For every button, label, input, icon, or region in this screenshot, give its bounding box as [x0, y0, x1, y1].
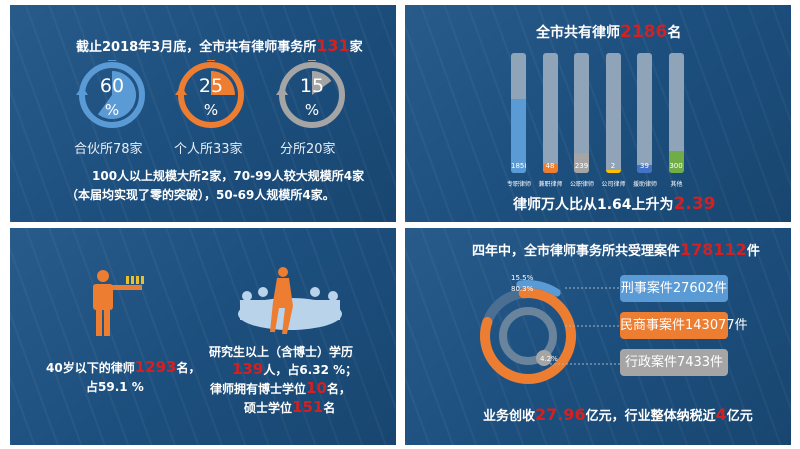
- bar-fill: [605, 170, 621, 173]
- gauge-fill: [312, 71, 332, 95]
- person-presenting-icon: [93, 270, 144, 336]
- young-lawyers-percent: 占59.1 %: [86, 380, 144, 394]
- gauge-fill: [97, 71, 136, 119]
- gauge-label-partnership: 合伙所78家: [74, 142, 143, 157]
- legend-admin: 行政案件7433件: [620, 349, 728, 376]
- gauge-0: 60%: [76, 60, 145, 128]
- bar-value: 239: [574, 162, 589, 170]
- bar-fill: [511, 99, 526, 173]
- crowd-runner-icon: [238, 267, 342, 334]
- bar-fill: [668, 150, 684, 173]
- arc-admin: [536, 350, 552, 366]
- pct-label: 15.5%: [511, 274, 534, 282]
- gauge-unit: %: [305, 101, 319, 119]
- panel-title: 全市共有律师2186名: [536, 22, 682, 42]
- gauge-percent: 25: [199, 75, 223, 97]
- education-line2: 139人，占6.32 %；: [232, 360, 358, 378]
- ratio-text: 律师万人比从1.64上升为2.39: [513, 194, 716, 214]
- scale-text-line2: （本届均实现了零的突破），50-69人规模所4家。: [66, 188, 335, 202]
- education-line1: 研究生以上（含博士）学历: [209, 345, 354, 359]
- panel-cases: 四年中，全市律师事务所共受理案件178112件 15.5% 80.3% 4.2% 刑…: [405, 228, 791, 445]
- gauge-2: 15%: [276, 60, 345, 128]
- bar-value: 300: [669, 162, 683, 170]
- pct-label: 4.2%: [540, 355, 558, 363]
- arc-civil: [480, 288, 576, 384]
- refresh-arrow-icon: [175, 86, 187, 95]
- scale-text-line1: 100人以上规模大所2家，70-99人较大规模所4家: [92, 169, 365, 183]
- panel-demographics: 40岁以下的律师1293名， 占59.1 % 研究生以上（含博士）学历 139人…: [10, 228, 396, 445]
- pct-label: 80.3%: [511, 285, 534, 293]
- bar-value: 1858: [511, 162, 526, 170]
- bar-4: 39: [637, 53, 652, 173]
- gauge-unit: %: [105, 101, 119, 119]
- panel-law-firms: 截止2018年3月底，全市共有律师事务所131家 60% 25% 15% 合伙所78…: [10, 5, 396, 222]
- refresh-arrow-icon: [276, 86, 288, 95]
- revenue-text: 业务创收27.96亿元，行业整体纳税近4亿元: [483, 405, 753, 425]
- bar-2: 239: [574, 53, 589, 173]
- gauge-label-branch: 分所20家: [280, 142, 336, 157]
- bar-label: 兼职律师: [538, 181, 563, 188]
- panel-title: 四年中，全市律师事务所共受理案件178112件: [472, 240, 760, 260]
- gauge-1: 25%: [175, 60, 244, 128]
- education-line3: 律师拥有博士学位10名，: [210, 379, 351, 397]
- arc-criminal: [516, 280, 561, 297]
- bar-fill: [574, 153, 589, 173]
- stopwatch-knob-icon: [207, 60, 215, 61]
- ring-track-inner: [499, 307, 557, 365]
- bar-label: 其他: [670, 181, 683, 188]
- bar-label: 专职律师: [506, 181, 531, 188]
- bar-value: 48: [545, 162, 555, 170]
- panel-lawyers: 全市共有律师2186名 1858 专职律师 48 兼职律师 239 公职律师 2 公司律师 39…: [405, 5, 791, 222]
- gauge-group: 60%25%15%: [76, 60, 345, 128]
- bar-fill: [542, 164, 558, 173]
- gauge-unit: %: [204, 101, 218, 119]
- gauge-fill: [211, 71, 235, 95]
- gauge-label-individual: 个人所33家: [174, 142, 243, 157]
- stopwatch-knob-icon: [308, 60, 316, 61]
- bar-1: 48: [542, 53, 558, 173]
- stopwatch-knob-icon: [108, 60, 116, 61]
- gauge-percent: 60: [100, 75, 124, 97]
- bar-value: 39: [640, 162, 649, 170]
- panel-title: 截止2018年3月底，全市共有律师事务所131家: [76, 36, 363, 56]
- refresh-arrow-icon: [76, 86, 88, 95]
- bar-value: 2: [610, 162, 616, 170]
- bar-label: 援助律师: [632, 181, 657, 188]
- bar-label: 公职律师: [569, 181, 594, 188]
- young-lawyers-text: 40岁以下的律师1293名，: [46, 358, 201, 376]
- bar-3: 2: [605, 53, 621, 173]
- bar-0: 1858: [511, 53, 526, 173]
- legend-criminal: 刑事案件27602件: [620, 275, 728, 302]
- bar-5: 300: [668, 53, 684, 173]
- legend-civil: 民商事案件143077件: [620, 312, 748, 339]
- bar-label: 公司律师: [601, 181, 626, 188]
- education-line4: 硕士学位151名: [244, 398, 336, 416]
- bar-fill: [637, 165, 652, 173]
- gauge-percent: 15: [300, 75, 324, 97]
- case-donut-chart: 15.5% 80.3% 4.2%: [480, 274, 620, 384]
